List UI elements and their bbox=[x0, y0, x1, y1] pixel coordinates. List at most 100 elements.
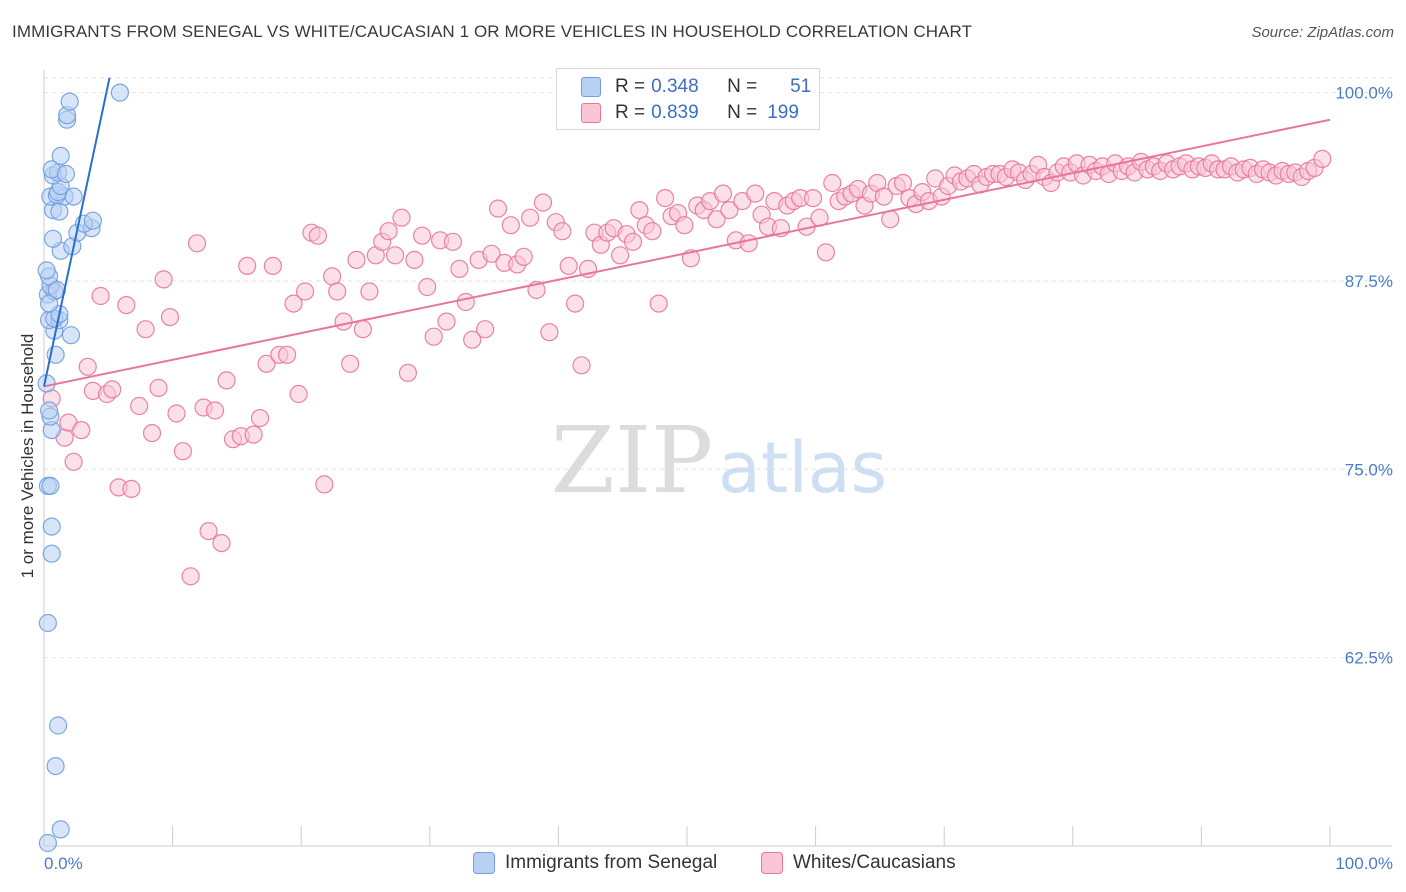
whites-point-14 bbox=[136, 320, 155, 339]
senegal-point-4 bbox=[38, 613, 58, 633]
legend-swatch-whites bbox=[581, 103, 601, 123]
senegal-point-3 bbox=[48, 716, 68, 735]
whites-point-91 bbox=[630, 201, 649, 220]
y-tick-label-0: 100.0% bbox=[1335, 84, 1393, 103]
whites-point-57 bbox=[413, 226, 432, 245]
whites-point-105 bbox=[720, 201, 739, 220]
senegal-point-8 bbox=[41, 476, 60, 495]
whites-point-49 bbox=[360, 282, 379, 301]
whites-point-17 bbox=[154, 270, 173, 289]
whites-point-53 bbox=[386, 246, 405, 265]
legend-n-value: 199 bbox=[767, 102, 799, 123]
whites-point-37 bbox=[284, 294, 303, 313]
whites-point-41 bbox=[308, 226, 327, 245]
senegal-point-0 bbox=[38, 833, 58, 853]
whites-point-33 bbox=[257, 354, 276, 373]
whites-point-108 bbox=[739, 234, 758, 253]
senegal-point-2 bbox=[46, 756, 65, 776]
whites-point-9 bbox=[103, 380, 122, 399]
legend-item-whites[interactable]: Whites/Caucasians bbox=[761, 852, 956, 874]
whites-point-62 bbox=[443, 232, 462, 251]
legend-n-label: N = bbox=[727, 102, 758, 123]
trend-line-senegal bbox=[43, 77, 111, 387]
whites-point-130 bbox=[881, 210, 900, 229]
whites-point-27 bbox=[217, 371, 236, 390]
senegal-point-49 bbox=[39, 294, 59, 313]
x-tick-label-1: 100.0% bbox=[1335, 854, 1393, 873]
whites-point-20 bbox=[173, 442, 192, 461]
senegal-point-27 bbox=[43, 229, 63, 248]
whites-point-42 bbox=[315, 475, 334, 494]
whites-point-19 bbox=[167, 404, 186, 423]
whites-point-121 bbox=[823, 173, 842, 193]
whites-point-109 bbox=[746, 184, 765, 203]
watermark: ZIP atlas bbox=[551, 407, 887, 514]
whites-point-55 bbox=[398, 363, 417, 382]
whites-point-15 bbox=[142, 424, 162, 443]
senegal-point-44 bbox=[51, 146, 70, 165]
whites-point-21 bbox=[181, 567, 200, 586]
whites-point-56 bbox=[405, 250, 424, 269]
whites-point-74 bbox=[520, 208, 540, 227]
series-immigrants-from-senegal bbox=[37, 83, 130, 853]
whites-point-81 bbox=[565, 294, 585, 313]
whites-point-103 bbox=[707, 210, 726, 229]
whites-point-22 bbox=[187, 234, 207, 253]
y-tick-label-1: 87.5% bbox=[1345, 272, 1393, 291]
whites-point-48 bbox=[353, 320, 372, 339]
senegal-point-48 bbox=[110, 83, 130, 102]
senegal-point-47 bbox=[60, 92, 79, 111]
whites-point-30 bbox=[238, 256, 257, 275]
senegal-point-5 bbox=[42, 544, 61, 563]
whites-point-18 bbox=[160, 308, 180, 327]
whites-point-54 bbox=[392, 208, 411, 227]
whites-point-43 bbox=[323, 267, 342, 286]
whites-point-61 bbox=[437, 312, 456, 331]
whites-point-120 bbox=[816, 243, 836, 262]
chart-title: IMMIGRANTS FROM SENEGAL VS WHITE/CAUCASI… bbox=[12, 22, 973, 41]
whites-point-76 bbox=[533, 193, 553, 212]
legend-swatch-whites bbox=[761, 852, 783, 874]
whites-point-58 bbox=[418, 277, 437, 297]
whites-point-73 bbox=[514, 247, 533, 266]
whites-point-25 bbox=[205, 401, 225, 420]
whites-point-26 bbox=[212, 533, 231, 553]
trend-line-whites bbox=[43, 118, 1331, 388]
legend-label-senegal: Immigrants from Senegal bbox=[505, 852, 718, 873]
senegal-point-15 bbox=[61, 326, 81, 345]
senegal-point-1 bbox=[51, 820, 70, 839]
trend-lines bbox=[43, 77, 1331, 388]
whites-point-34 bbox=[263, 256, 282, 275]
whites-point-63 bbox=[450, 259, 469, 278]
whites-point-68 bbox=[482, 244, 501, 263]
whites-point-98 bbox=[675, 216, 694, 235]
legend-r-value: 0.839 bbox=[651, 102, 699, 123]
legend-r-label: R = bbox=[615, 76, 646, 97]
whites-point-59 bbox=[424, 327, 443, 346]
legend-n-value: 51 bbox=[790, 76, 812, 97]
y-axis-label: 1 or more Vehicles in Household bbox=[18, 334, 37, 579]
whites-point-38 bbox=[289, 384, 308, 404]
whites-point-12 bbox=[122, 479, 141, 498]
whites-point-132 bbox=[893, 173, 913, 193]
whites-point-94 bbox=[649, 294, 668, 313]
y-tick-labels: 100.0% 87.5% 75.0% 62.5% bbox=[1335, 84, 1393, 668]
correlation-legend: R = 0.348 N = 51 R = 0.839 N = 199 bbox=[556, 68, 820, 130]
whites-point-7 bbox=[91, 286, 110, 306]
whites-point-39 bbox=[296, 282, 315, 301]
whites-point-13 bbox=[130, 396, 149, 416]
whites-point-46 bbox=[341, 354, 360, 373]
whites-point-88 bbox=[610, 246, 630, 265]
senegal-point-11 bbox=[39, 401, 59, 420]
senegal-point-43 bbox=[56, 164, 76, 184]
whites-point-11 bbox=[117, 296, 136, 315]
whites-point-24 bbox=[199, 521, 218, 541]
whites-point-90 bbox=[623, 232, 643, 251]
legend-item-senegal[interactable]: Immigrants from Senegal bbox=[473, 852, 717, 874]
senegal-point-24 bbox=[37, 261, 56, 280]
whites-point-5 bbox=[78, 357, 97, 376]
legend-r-label: R = bbox=[615, 102, 646, 123]
whites-point-16 bbox=[149, 378, 168, 397]
whites-point-79 bbox=[553, 222, 572, 241]
